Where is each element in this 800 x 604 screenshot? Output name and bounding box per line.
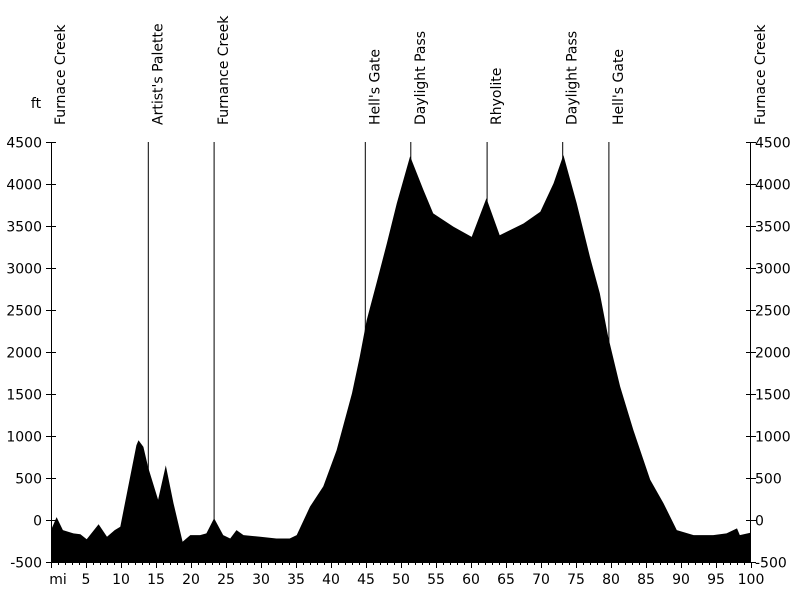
y-tick-label-right: 500: [755, 472, 782, 488]
waypoint-label: Hell's Gate: [367, 49, 383, 125]
x-tick-label: 35: [287, 572, 305, 588]
y-tick-label-left: 4000: [6, 178, 42, 194]
y-tick-label-right: 2000: [755, 346, 791, 362]
y-tick-label-right: 4500: [755, 136, 791, 152]
y-tick-label-left: 1500: [6, 388, 42, 404]
x-tick-label: 95: [707, 572, 725, 588]
x-tick-label: 10: [112, 572, 130, 588]
x-tick-label: 30: [252, 572, 270, 588]
x-axis-label: mi: [49, 572, 67, 588]
x-tick-label: 45: [357, 572, 375, 588]
x-tick-label: 70: [532, 572, 550, 588]
x-tick-label: 90: [672, 572, 690, 588]
y-tick-label-right: 0: [755, 514, 764, 530]
waypoint-label: Furnance Creek: [216, 15, 232, 125]
y-tick-label-right: 1500: [755, 388, 791, 404]
y-tick-label-left: 3500: [6, 220, 42, 236]
y-tick-label-left: 500: [15, 472, 42, 488]
y-tick-label-left: 3000: [6, 262, 42, 278]
elevation-area: [51, 155, 751, 562]
y-tick-label-right: 4000: [755, 178, 791, 194]
x-tick-label: 5: [82, 572, 91, 588]
x-tick-label: 15: [147, 572, 165, 588]
y-tick-label-right: 2500: [755, 304, 791, 320]
y-tick-label-left: 0: [33, 514, 42, 530]
y-tick-label-left: 1000: [6, 430, 42, 446]
y-tick-label-left: 2000: [6, 346, 42, 362]
y-tick-label-right: 3500: [755, 220, 791, 236]
waypoint-label: Furnace Creek: [753, 24, 769, 125]
x-tick-label: 20: [182, 572, 200, 588]
x-tick-label: 75: [567, 572, 585, 588]
waypoint-label: Artist's Palette: [150, 23, 166, 125]
x-tick-label: 50: [392, 572, 410, 588]
x-tick-label: 40: [322, 572, 340, 588]
waypoint-label: Daylight Pass: [413, 31, 429, 125]
y-axis-label: ft: [31, 96, 42, 112]
x-tick-label: 80: [602, 572, 620, 588]
waypoint-label: Furnace Creek: [53, 24, 69, 125]
y-tick-label-left: -500: [10, 556, 42, 572]
y-tick-label-right: 1000: [755, 430, 791, 446]
waypoint-label: Hell's Gate: [611, 49, 627, 125]
y-tick-label-left: 2500: [6, 304, 42, 320]
waypoint-label: Daylight Pass: [565, 31, 581, 125]
x-tick-label: 25: [217, 572, 235, 588]
waypoint-label: Rhyolite: [489, 68, 505, 125]
x-tick-label: 65: [497, 572, 515, 588]
x-tick-label: 60: [462, 572, 480, 588]
x-tick-label: 85: [637, 572, 655, 588]
y-tick-label-left: 4500: [6, 136, 42, 152]
y-tick-label-right: -500: [755, 556, 787, 572]
x-tick-label: 100: [738, 572, 765, 588]
x-tick-label: 55: [427, 572, 445, 588]
y-tick-label-right: 3000: [755, 262, 791, 278]
